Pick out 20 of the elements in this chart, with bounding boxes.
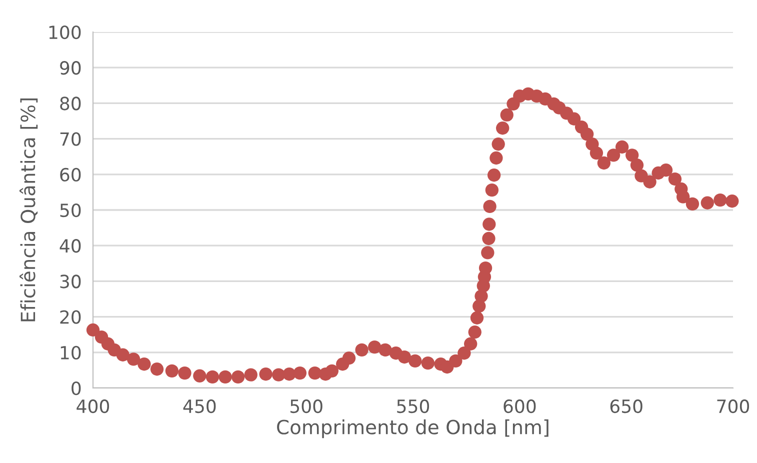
y-tick-label: 40 — [60, 239, 81, 253]
x-tick-label: 650 — [610, 399, 642, 414]
y-tick-label: 60 — [60, 168, 81, 182]
y-tick-label: 30 — [60, 274, 81, 288]
y-tick-label: 0 — [72, 381, 81, 396]
y-tick-label: 80 — [60, 96, 81, 110]
x-axis-title: Comprimento de Onda [nm] — [277, 419, 548, 438]
x-tick-label: 600 — [504, 399, 536, 414]
y-tick-label: 70 — [60, 132, 81, 146]
y-axis-title: Eficiência Quântica [%] — [19, 98, 38, 322]
x-tick-label: 500 — [290, 399, 322, 414]
x-tick-label: 550 — [397, 399, 430, 414]
x-tick-label: 400 — [76, 399, 110, 414]
y-tick-label: 20 — [60, 310, 81, 324]
y-tick-label: 90 — [60, 61, 81, 75]
y-tick-label: 100 — [49, 25, 81, 40]
y-tick-label: 50 — [60, 203, 81, 218]
x-tick-label: 700 — [717, 399, 750, 414]
x-tick-label: 450 — [183, 399, 216, 414]
y-tick-label: 10 — [60, 346, 81, 360]
